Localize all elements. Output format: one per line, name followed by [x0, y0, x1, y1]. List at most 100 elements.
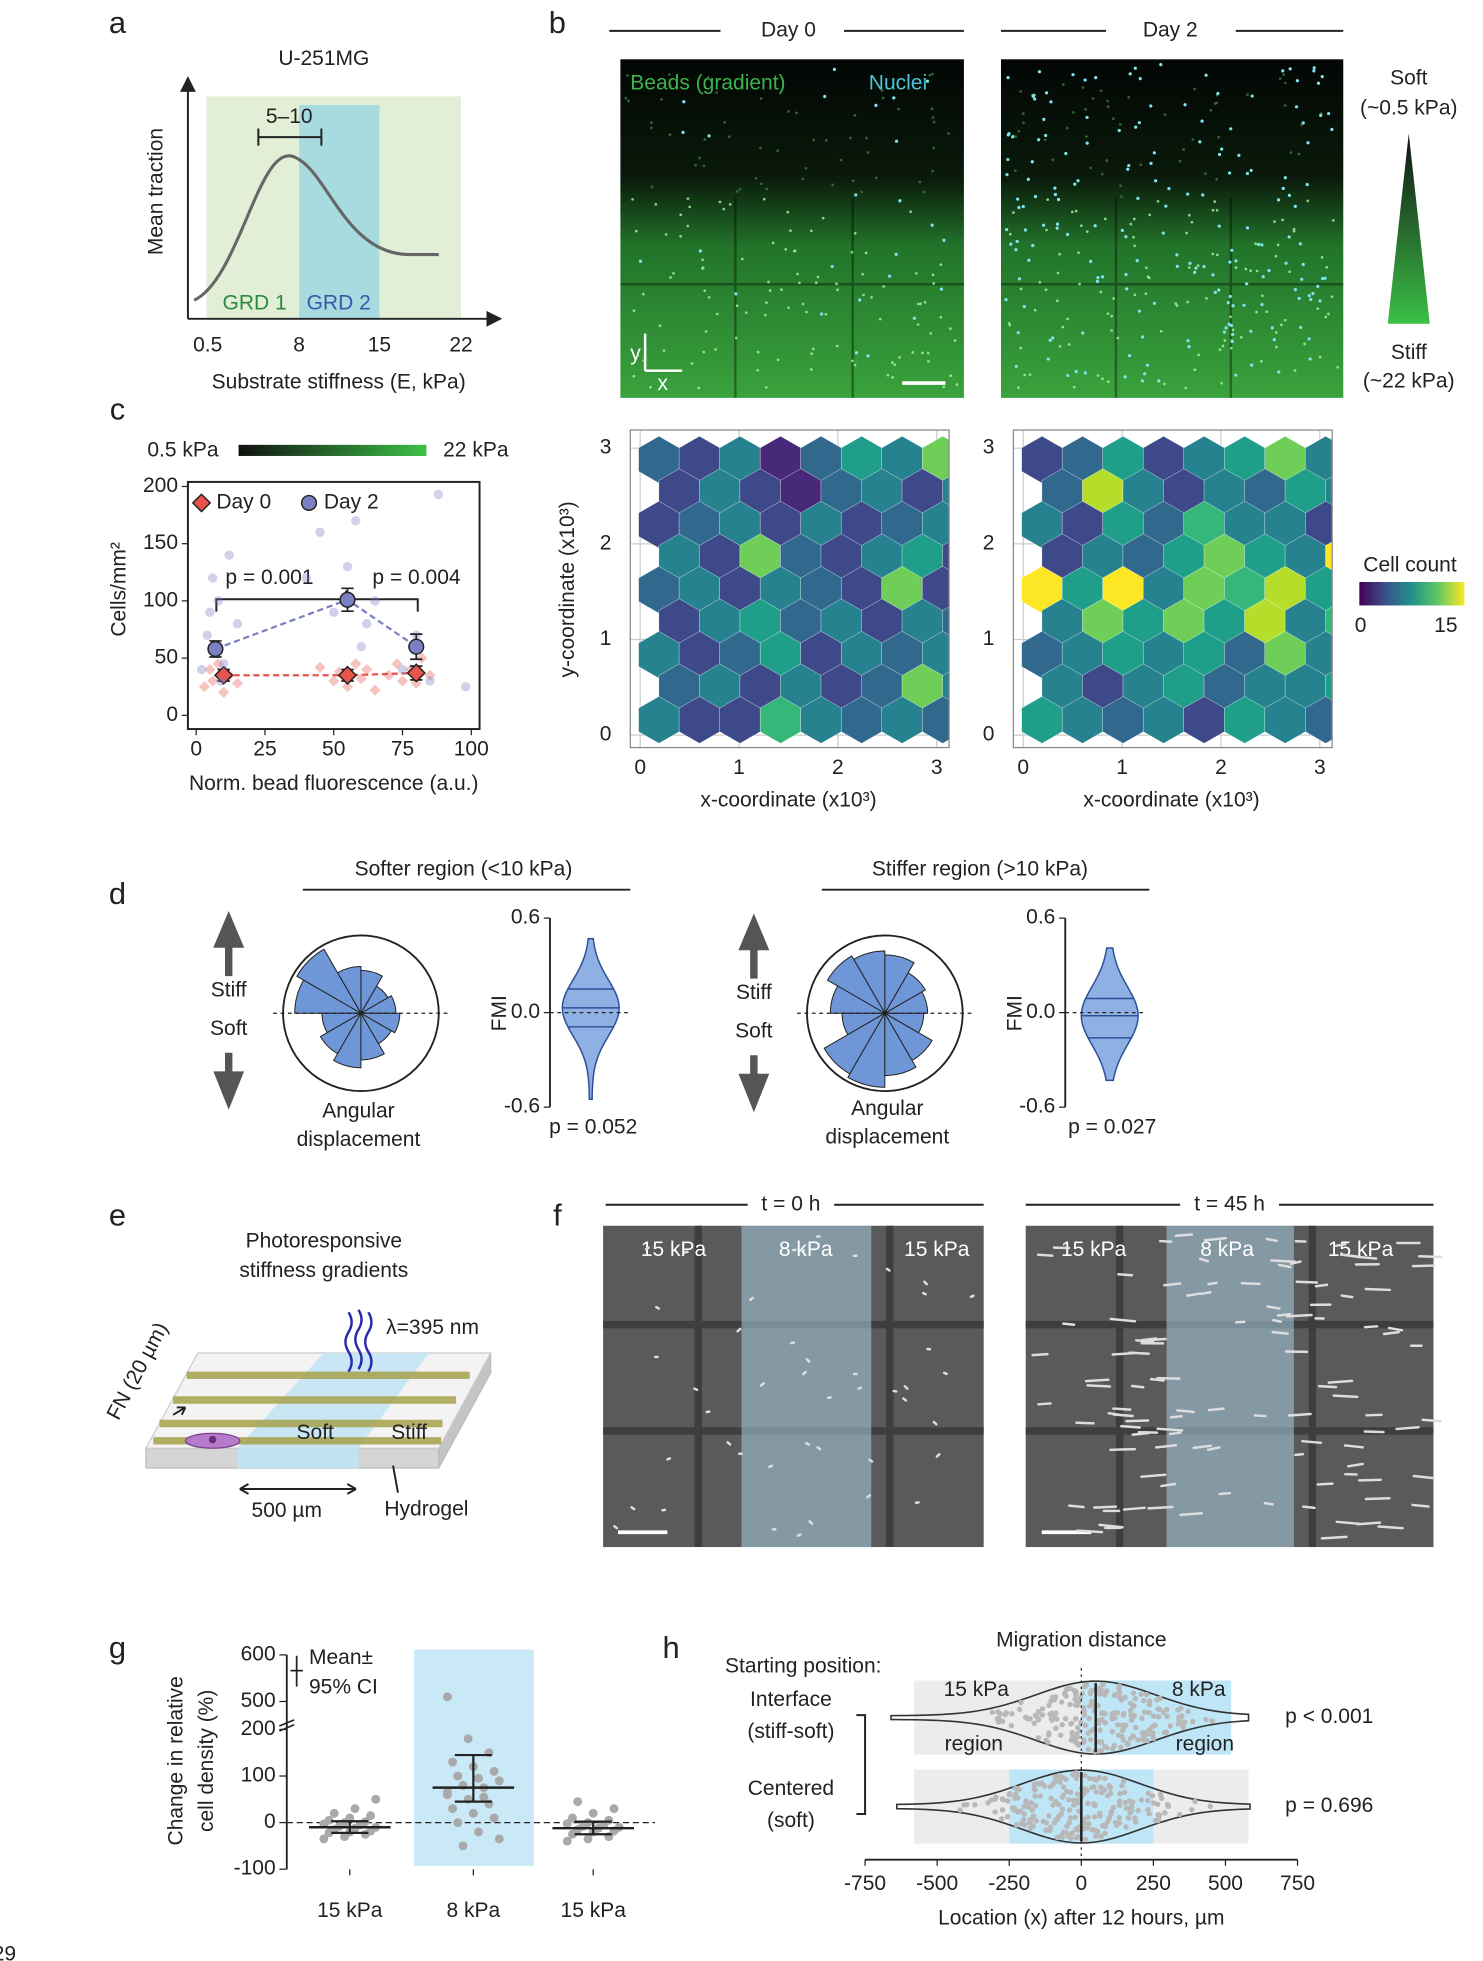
x-tick-label: 2 [832, 756, 844, 779]
cell-dot [957, 1807, 963, 1813]
nucleus [1055, 222, 1060, 226]
nucleus [1307, 293, 1311, 298]
point [494, 1834, 504, 1844]
cell [1160, 1482, 1177, 1488]
cell-dot [1150, 1713, 1157, 1719]
nucleus [1231, 304, 1235, 308]
cell-dot [1060, 1829, 1067, 1835]
y-tick-label: -0.6 [1019, 1095, 1055, 1118]
nucleus [1049, 100, 1053, 104]
cell-dot [1165, 1803, 1172, 1809]
cell [816, 1446, 822, 1451]
nucleus [1094, 75, 1098, 80]
point [202, 630, 212, 640]
bead [1255, 269, 1259, 273]
nucleus [1051, 336, 1055, 340]
cell-dot [1109, 1728, 1116, 1735]
bead [1112, 297, 1116, 300]
bead [650, 126, 653, 130]
cell-dot [1063, 1776, 1069, 1782]
nucleus [1006, 157, 1010, 162]
cell-dot [972, 1801, 978, 1808]
cell [1147, 1505, 1174, 1510]
bead [1106, 99, 1110, 103]
p-value: p = 0.027 [1068, 1116, 1156, 1139]
nucleus [1249, 168, 1253, 173]
bead [805, 310, 808, 314]
nucleus [894, 252, 898, 256]
nucleus [1031, 243, 1035, 248]
trend-line [223, 671, 417, 677]
bead [768, 289, 772, 292]
bead [831, 183, 835, 187]
rose-label: Angular [322, 1100, 394, 1123]
legend-text: 95% CI [309, 1675, 378, 1698]
cell [1131, 1431, 1150, 1436]
trend-line [215, 598, 417, 650]
bead [1229, 315, 1232, 319]
bead [1163, 113, 1167, 117]
cell [683, 1250, 689, 1254]
nucleus [1261, 275, 1265, 279]
point [198, 681, 210, 693]
bead [793, 249, 796, 253]
page-number: 29 [0, 1942, 16, 1961]
bead [723, 120, 727, 124]
cell-dot [1102, 1710, 1108, 1717]
nucleus [912, 316, 916, 320]
nucleus [925, 79, 930, 83]
cell [1076, 1529, 1104, 1534]
bead [1220, 381, 1223, 385]
bead [664, 233, 668, 236]
cell-dot [1073, 1834, 1080, 1841]
hexbin-cell [1325, 476, 1333, 508]
nucleus [1308, 357, 1312, 361]
cell-dot [1087, 1736, 1094, 1743]
cell-dot [1102, 1691, 1108, 1698]
cell-dot [1071, 1802, 1077, 1808]
panel-label: b [549, 5, 566, 40]
cell-dot [1161, 1729, 1168, 1736]
bead [704, 330, 708, 333]
cell [1363, 1430, 1385, 1434]
bead [734, 336, 738, 340]
bead [939, 263, 943, 267]
bead [1132, 217, 1136, 221]
point [216, 676, 226, 686]
y-axis-label: Mean traction [145, 128, 168, 255]
nucleus [1149, 161, 1153, 165]
bead [1187, 266, 1191, 269]
nucleus [1006, 75, 1010, 80]
nucleus [1041, 223, 1046, 227]
nucleus [1234, 373, 1238, 377]
region-label: 8 kPa [1172, 1678, 1226, 1701]
hexbin-cell [1325, 671, 1333, 704]
bead [718, 200, 722, 204]
nucleus [854, 351, 859, 355]
cell-dot [1116, 1814, 1123, 1821]
cell-dot [1157, 1695, 1163, 1702]
point [328, 675, 340, 687]
point [609, 1804, 619, 1814]
bead [1120, 195, 1123, 199]
nucleus [1316, 284, 1320, 288]
bead [679, 235, 682, 238]
cell-dot [1074, 1702, 1080, 1708]
bead [698, 156, 702, 160]
bead [911, 351, 915, 354]
point [342, 561, 353, 572]
bead [703, 289, 707, 293]
bead [763, 313, 767, 317]
point [383, 669, 395, 681]
legend-text: Mean± [309, 1646, 373, 1669]
bead [1110, 314, 1114, 318]
cell [902, 1397, 908, 1402]
cell-dot [1085, 1730, 1091, 1736]
nucleus [638, 259, 643, 263]
nucleus [1245, 282, 1249, 286]
cell [1122, 1506, 1146, 1511]
x-axis-label: Substrate stiffness (E, kPa) [212, 371, 466, 394]
x-tick-label: -750 [844, 1872, 886, 1895]
bead [1133, 293, 1137, 297]
